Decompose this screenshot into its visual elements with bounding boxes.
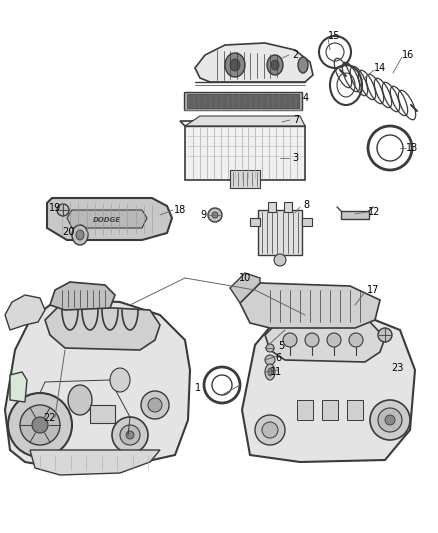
Ellipse shape [72,225,88,245]
Ellipse shape [126,431,134,439]
Polygon shape [242,310,415,462]
Polygon shape [341,211,369,219]
Ellipse shape [349,333,363,347]
Text: 22: 22 [44,413,56,423]
Text: 18: 18 [174,205,186,215]
Text: 20: 20 [62,227,74,237]
Bar [184,92,302,110]
Bar [284,202,292,212]
Ellipse shape [8,393,72,457]
Ellipse shape [212,212,218,218]
Ellipse shape [327,333,341,347]
Polygon shape [50,282,115,310]
Ellipse shape [283,333,297,347]
Polygon shape [47,198,172,240]
Polygon shape [5,295,45,330]
Text: 19: 19 [49,203,61,213]
Ellipse shape [266,344,274,352]
Ellipse shape [274,254,286,266]
Ellipse shape [305,333,319,347]
Text: 12: 12 [368,207,380,217]
Text: 1: 1 [195,383,201,393]
Ellipse shape [230,59,240,71]
Ellipse shape [378,408,402,432]
Ellipse shape [378,328,392,342]
Ellipse shape [267,55,283,75]
Polygon shape [195,43,313,82]
Polygon shape [230,273,260,303]
Bar [322,400,338,420]
Ellipse shape [20,405,60,445]
Ellipse shape [76,230,84,240]
Polygon shape [10,372,27,402]
Bar [268,202,276,212]
Ellipse shape [141,391,169,419]
Ellipse shape [110,368,130,392]
Bar [297,400,313,420]
Text: 10: 10 [239,273,251,283]
Ellipse shape [255,415,285,445]
Bar [258,210,302,255]
Text: 17: 17 [367,285,379,295]
Text: 9: 9 [200,210,206,220]
Text: 5: 5 [278,341,284,351]
Ellipse shape [262,422,278,438]
Bar [302,218,312,226]
Text: 15: 15 [328,31,340,41]
Polygon shape [240,283,380,328]
Ellipse shape [265,355,275,365]
Text: 16: 16 [402,50,414,60]
Text: 4: 4 [303,93,309,103]
Polygon shape [30,450,160,475]
Ellipse shape [268,368,272,376]
Polygon shape [67,210,147,228]
Ellipse shape [68,385,92,415]
Ellipse shape [32,417,48,433]
Text: 7: 7 [293,115,299,125]
Polygon shape [45,305,160,350]
Polygon shape [180,121,305,180]
Text: 11: 11 [270,367,282,377]
Text: DODGE: DODGE [93,217,121,223]
Text: 6: 6 [275,353,281,363]
Ellipse shape [298,57,308,73]
Text: 13: 13 [406,143,418,153]
Polygon shape [185,116,305,126]
Bar [347,400,363,420]
Ellipse shape [57,204,69,216]
Ellipse shape [265,364,275,380]
Bar [90,405,115,423]
Bar [187,94,299,108]
Polygon shape [5,300,190,468]
Ellipse shape [120,425,140,445]
Ellipse shape [271,60,279,70]
Ellipse shape [148,398,162,412]
Ellipse shape [225,53,245,77]
Bar [250,218,260,226]
Bar [230,170,260,188]
Ellipse shape [208,208,222,222]
Polygon shape [265,320,385,362]
Text: 2: 2 [292,50,298,60]
Ellipse shape [370,400,410,440]
Text: 14: 14 [374,63,386,73]
Text: 8: 8 [303,200,309,210]
Ellipse shape [112,417,148,453]
Ellipse shape [385,415,395,425]
Text: 3: 3 [292,153,298,163]
Text: 23: 23 [391,363,403,373]
